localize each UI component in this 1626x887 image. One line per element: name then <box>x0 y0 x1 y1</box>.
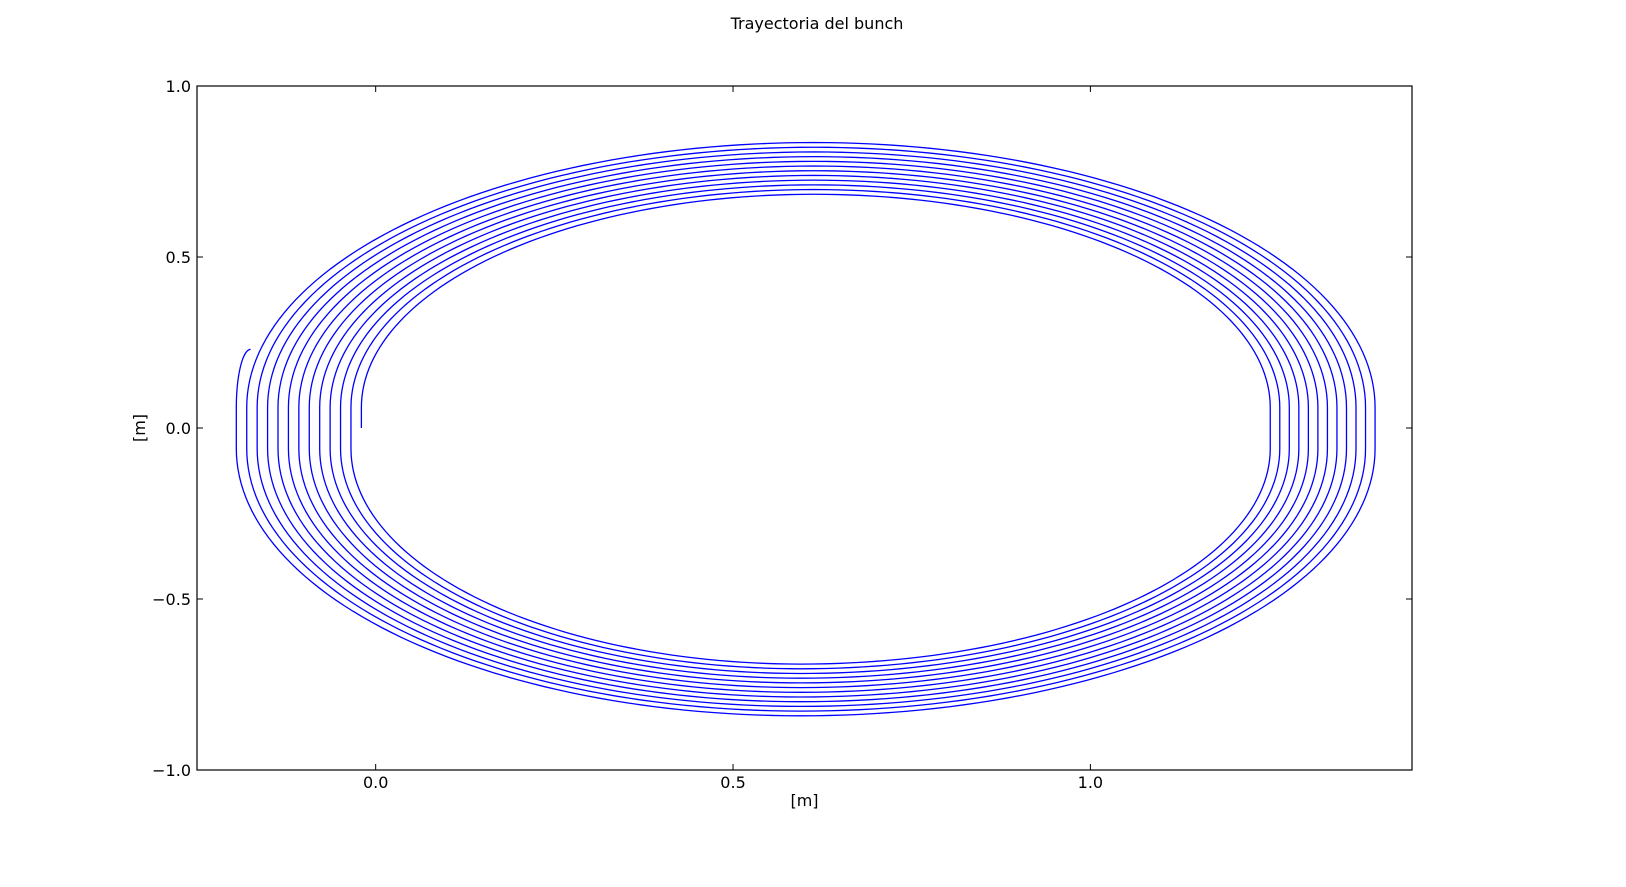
axes-frame <box>196 85 1413 771</box>
y-tick-label: −0.5 <box>152 590 191 609</box>
x-tick-label: 0.0 <box>363 773 388 792</box>
x-axis-label: [m] <box>790 791 818 810</box>
plot-area <box>196 85 1413 771</box>
y-axis-label: [m] <box>130 414 149 442</box>
y-tick-label: 0.0 <box>166 419 191 438</box>
y-tick-label: 1.0 <box>166 77 191 96</box>
y-tick-label: −1.0 <box>152 761 191 780</box>
trajectory-line <box>235 141 1376 717</box>
y-tick-label: 0.5 <box>166 248 191 267</box>
x-tick-label: 0.5 <box>720 773 745 792</box>
y-axis-ticks: −1.0 −0.5 0.0 0.5 1.0 <box>152 77 1412 780</box>
x-tick-label: 1.0 <box>1078 773 1103 792</box>
x-axis-ticks: 0.0 0.5 1.0 <box>363 86 1103 792</box>
chart-title: Trayectoria del bunch <box>730 14 904 33</box>
